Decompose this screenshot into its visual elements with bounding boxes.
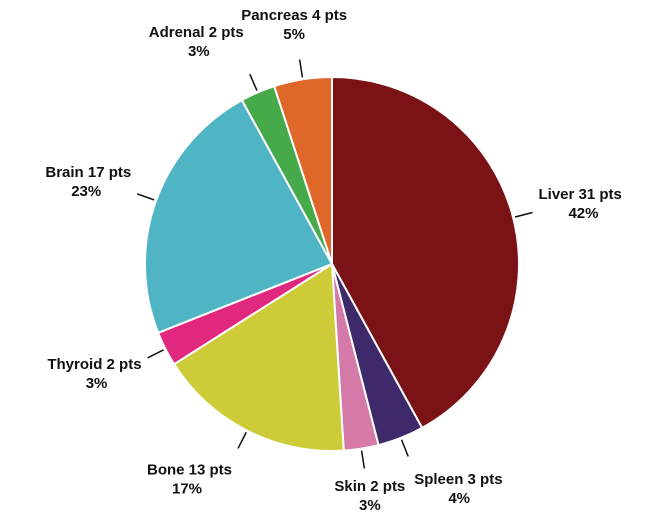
- pie-slice: [272, 75, 333, 265]
- pie-slice: [331, 75, 520, 430]
- pie-slice: [172, 262, 345, 452]
- slice-percent: 3%: [359, 497, 381, 514]
- slice-percent: 42%: [568, 205, 598, 222]
- slice-label: Liver 31 pts: [538, 186, 621, 203]
- leader-line: [360, 450, 366, 469]
- slice-percent: 17%: [172, 481, 202, 498]
- pie-slice: [144, 98, 334, 335]
- slice-percent: 3%: [86, 375, 108, 392]
- slice-label: Adrenal 2 pts: [149, 24, 244, 41]
- slice-percent: 3%: [188, 43, 210, 60]
- slice-label: Thyroid 2 pts: [47, 356, 141, 373]
- leader-line: [514, 211, 533, 218]
- slice-percent: 5%: [283, 26, 305, 43]
- leader-line: [400, 439, 409, 457]
- leader-line: [237, 432, 247, 449]
- leader-line: [249, 73, 258, 91]
- slice-label: Pancreas 4 pts: [241, 7, 347, 24]
- slice-percent: 23%: [71, 183, 101, 200]
- leader-line: [136, 193, 155, 201]
- leader-line: [298, 59, 304, 78]
- slice-label: Brain 17 pts: [45, 164, 131, 181]
- leader-line: [147, 349, 164, 359]
- slice-label: Skin 2 pts: [334, 478, 405, 495]
- slice-label: Spleen 3 pts: [414, 471, 502, 488]
- slice-percent: 4%: [448, 490, 470, 507]
- slice-label: Bone 13 pts: [147, 462, 232, 479]
